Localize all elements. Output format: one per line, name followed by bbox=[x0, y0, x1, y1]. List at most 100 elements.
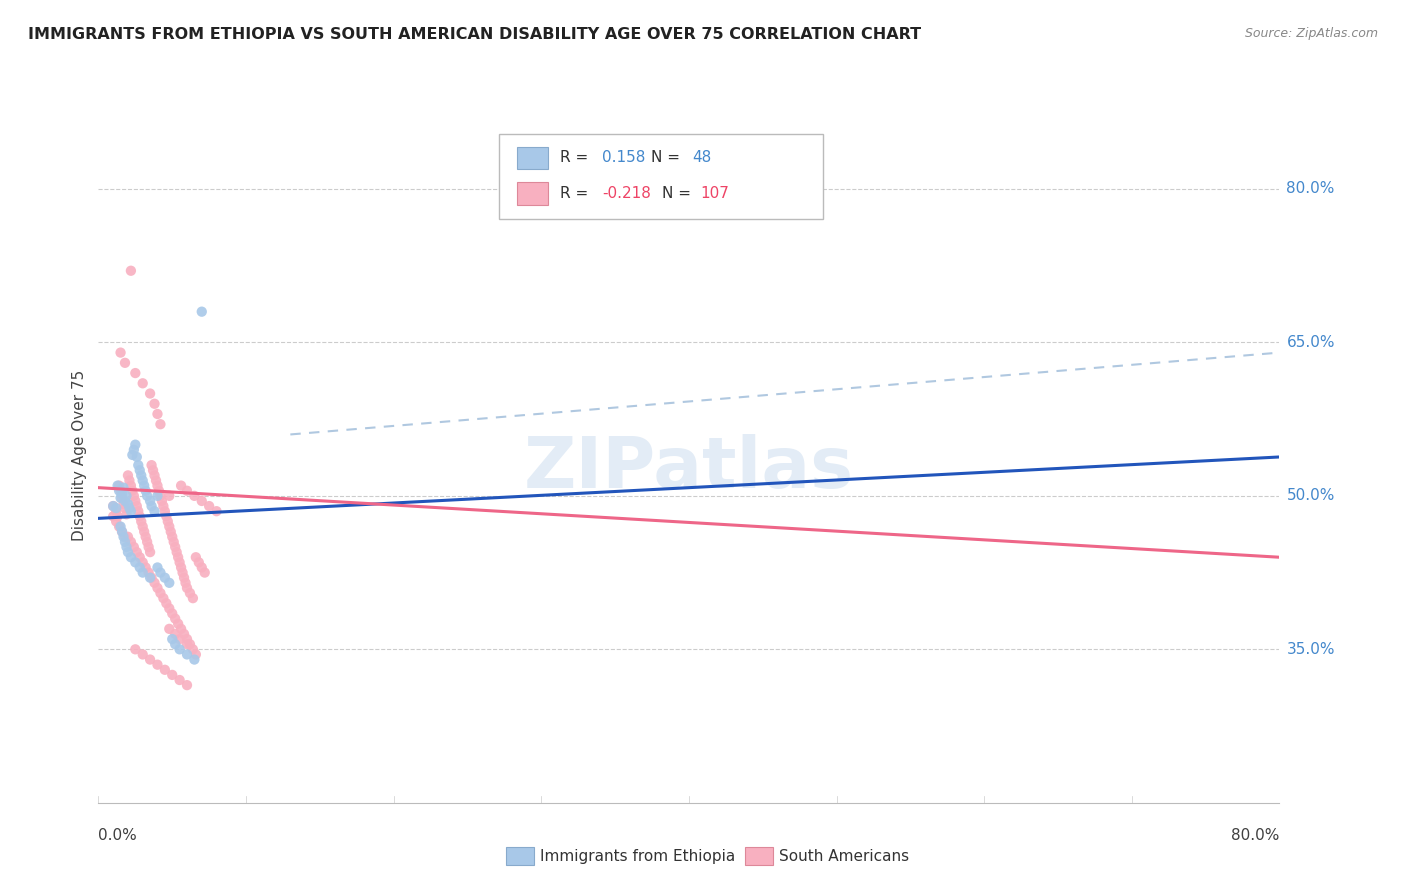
Point bbox=[170, 622, 193, 636]
Point bbox=[156, 515, 179, 529]
Point bbox=[114, 530, 136, 544]
Point bbox=[143, 468, 166, 483]
Point bbox=[127, 458, 149, 472]
Point bbox=[129, 515, 152, 529]
Point bbox=[146, 581, 169, 595]
Point bbox=[157, 489, 180, 503]
Point bbox=[105, 501, 128, 516]
Text: 80.0%: 80.0% bbox=[1286, 181, 1334, 196]
Point bbox=[128, 509, 150, 524]
Point bbox=[117, 530, 139, 544]
Point bbox=[139, 386, 162, 401]
Text: -0.218: -0.218 bbox=[602, 186, 651, 201]
Point bbox=[124, 366, 146, 380]
Point bbox=[108, 478, 131, 492]
Point bbox=[152, 591, 174, 606]
Text: N =: N = bbox=[662, 186, 696, 201]
Point bbox=[122, 489, 145, 503]
Point bbox=[146, 560, 169, 574]
Point bbox=[165, 612, 187, 626]
Point bbox=[146, 478, 169, 492]
Point bbox=[149, 417, 172, 432]
Point bbox=[139, 545, 162, 559]
Text: 50.0%: 50.0% bbox=[1286, 488, 1334, 503]
Point bbox=[135, 560, 157, 574]
Point bbox=[115, 540, 138, 554]
Point bbox=[138, 540, 160, 554]
Point bbox=[155, 596, 177, 610]
Point bbox=[122, 540, 145, 554]
Point bbox=[128, 550, 150, 565]
Point bbox=[176, 581, 198, 595]
Point bbox=[112, 481, 135, 495]
Point bbox=[170, 478, 193, 492]
Text: 65.0%: 65.0% bbox=[1286, 334, 1334, 350]
Point bbox=[108, 519, 131, 533]
Point bbox=[107, 478, 129, 492]
Point bbox=[124, 555, 146, 569]
Point bbox=[153, 663, 176, 677]
Point bbox=[184, 550, 207, 565]
Point bbox=[127, 504, 149, 518]
Point bbox=[122, 442, 145, 457]
Point bbox=[139, 652, 162, 666]
Point bbox=[136, 489, 159, 503]
Point bbox=[173, 627, 195, 641]
Point bbox=[112, 530, 135, 544]
Point bbox=[129, 468, 152, 483]
Point bbox=[135, 530, 157, 544]
Point bbox=[124, 438, 146, 452]
Point bbox=[181, 591, 204, 606]
Point bbox=[153, 504, 176, 518]
Point bbox=[139, 494, 162, 508]
Point bbox=[121, 448, 143, 462]
Point bbox=[169, 673, 191, 687]
Point bbox=[118, 501, 141, 516]
Text: R =: R = bbox=[560, 186, 593, 201]
Text: 0.158: 0.158 bbox=[602, 151, 645, 165]
Point bbox=[169, 555, 191, 569]
Point bbox=[110, 491, 132, 505]
Point bbox=[111, 524, 134, 539]
Point bbox=[103, 499, 125, 513]
Point bbox=[174, 575, 197, 590]
Point bbox=[110, 483, 132, 498]
Point bbox=[153, 571, 176, 585]
Point bbox=[132, 555, 155, 569]
Point bbox=[143, 504, 166, 518]
Point bbox=[173, 571, 195, 585]
Point bbox=[132, 376, 155, 391]
Point bbox=[152, 499, 174, 513]
Text: South Americans: South Americans bbox=[779, 849, 910, 863]
Point bbox=[134, 478, 156, 492]
Point bbox=[149, 566, 172, 580]
Point bbox=[166, 545, 188, 559]
Point bbox=[111, 491, 134, 505]
Point bbox=[181, 642, 204, 657]
Text: Immigrants from Ethiopia: Immigrants from Ethiopia bbox=[540, 849, 735, 863]
Point bbox=[125, 499, 148, 513]
Point bbox=[162, 632, 183, 646]
Point bbox=[146, 489, 169, 503]
Point bbox=[165, 627, 187, 641]
Point bbox=[120, 264, 142, 278]
Point bbox=[191, 494, 214, 508]
Point bbox=[146, 657, 169, 672]
Point bbox=[107, 509, 129, 524]
Point bbox=[149, 489, 172, 503]
Point bbox=[183, 489, 205, 503]
Y-axis label: Disability Age Over 75: Disability Age Over 75 bbox=[72, 369, 87, 541]
Point bbox=[179, 586, 201, 600]
Point bbox=[108, 483, 131, 498]
Point bbox=[120, 550, 142, 565]
Point bbox=[162, 530, 183, 544]
Point bbox=[165, 540, 187, 554]
Point bbox=[167, 616, 190, 631]
Point bbox=[112, 497, 135, 511]
Point bbox=[163, 534, 186, 549]
Point bbox=[117, 497, 139, 511]
Point bbox=[179, 637, 201, 651]
Point bbox=[159, 524, 181, 539]
Point bbox=[176, 648, 198, 662]
Point bbox=[114, 356, 136, 370]
